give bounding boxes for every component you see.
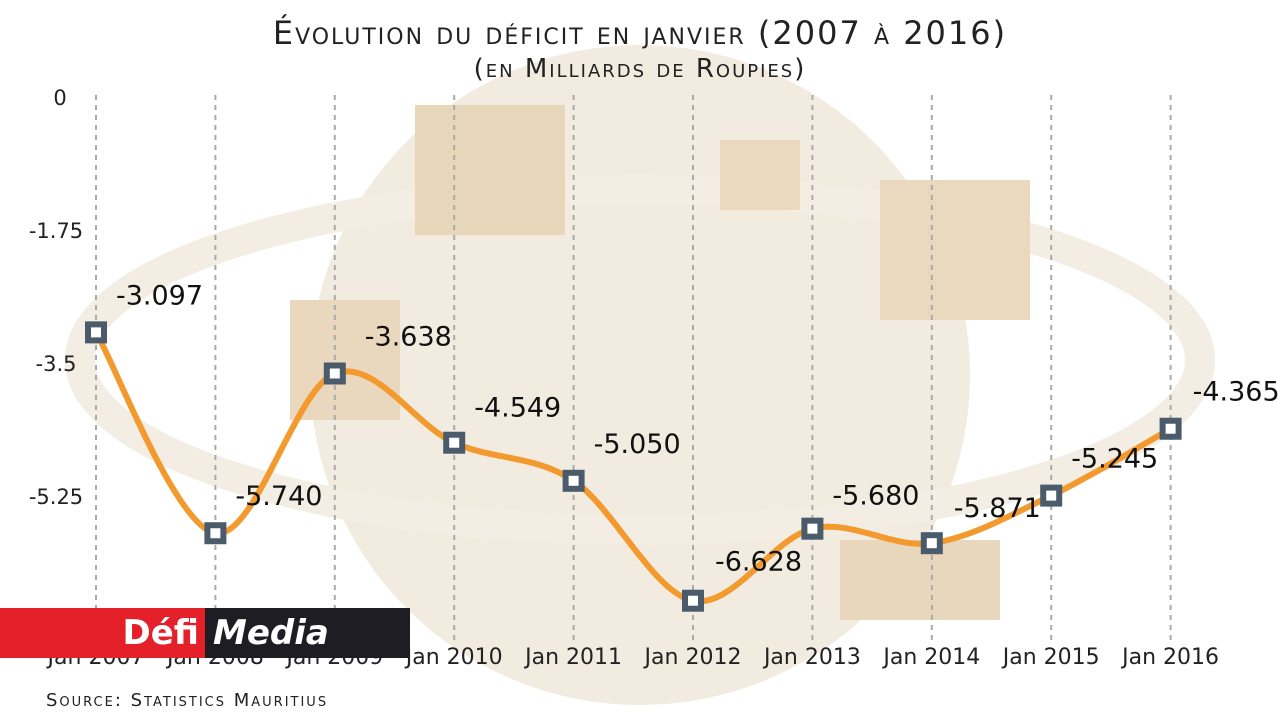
x-tick-label: Jan 2013 — [762, 645, 861, 670]
y-tick-label: -3.5 — [36, 352, 77, 376]
data-point-marker-inner — [1165, 423, 1176, 434]
source-note: Source: Statistics Mauritius — [46, 690, 329, 711]
data-label: -3.638 — [365, 321, 452, 352]
data-point-marker-inner — [1046, 490, 1057, 501]
data-label: -6.628 — [715, 547, 802, 578]
data-label: -5.245 — [1071, 444, 1158, 475]
x-tick-label: Jan 2010 — [404, 645, 503, 670]
chart-subtitle: (en Milliards de Roupies) — [473, 54, 807, 84]
data-point-marker-inner — [329, 368, 340, 379]
data-label: -4.549 — [474, 393, 561, 424]
globe-background — [65, 45, 1215, 705]
data-label: -5.740 — [235, 481, 322, 512]
defi-media-logo: Défi Media — [0, 608, 410, 658]
x-tick-label: Jan 2014 — [881, 645, 980, 670]
data-label: -5.871 — [954, 493, 1041, 524]
logo-part1: Défi — [122, 613, 199, 653]
data-point-marker-inner — [807, 523, 818, 534]
data-point-marker-inner — [688, 595, 698, 606]
data-label: -3.097 — [116, 280, 203, 311]
x-tick-label: Jan 2012 — [643, 645, 742, 670]
y-tick-label: 0 — [53, 86, 66, 110]
data-point-marker-inner — [449, 437, 460, 448]
data-label: -5.680 — [832, 481, 919, 512]
data-point-marker-inner — [926, 538, 937, 549]
y-tick-label: -5.25 — [29, 485, 83, 509]
x-tick-label: Jan 2011 — [523, 645, 622, 670]
logo-part2: Media — [213, 613, 329, 653]
chart-title: Évolution du déficit en janvier (2007 à … — [272, 14, 1008, 52]
data-point-marker-inner — [568, 475, 579, 486]
data-point-marker-inner — [210, 528, 221, 539]
data-label: -5.050 — [594, 429, 681, 460]
data-label: -4.365 — [1193, 377, 1280, 408]
y-tick-label: -1.75 — [29, 219, 83, 243]
series-line — [93, 329, 1174, 605]
x-tick-label: Jan 2016 — [1120, 645, 1219, 670]
data-point-marker-inner — [91, 327, 101, 338]
x-tick-label: Jan 2015 — [1001, 645, 1100, 670]
